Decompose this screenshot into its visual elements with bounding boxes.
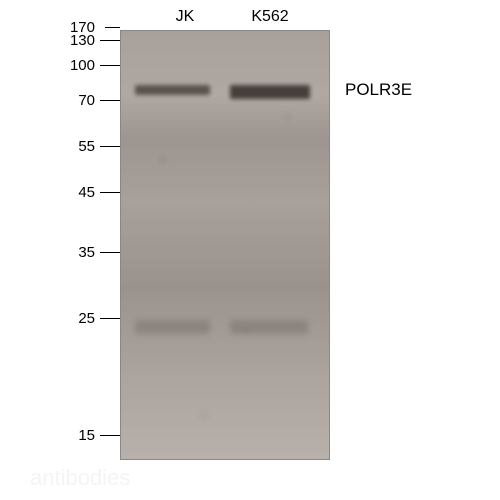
marker-label-55: 55 [50,138,95,155]
blot-figure: 170130100705545352515 JKK562 POLR3E anti… [0,0,500,500]
marker-label-45: 45 [50,184,95,201]
marker-tick-35 [100,252,120,253]
marker-tick-130 [100,40,120,41]
marker-tick-55 [100,146,120,147]
marker-tick-15 [100,435,120,436]
marker-tick-25 [100,318,120,319]
marker-tick-70 [100,100,120,101]
protein-label: POLR3E [345,80,412,100]
marker-tick-170 [105,27,120,28]
marker-label-130: 130 [50,32,95,49]
band-lane-0 [135,85,210,95]
marker-label-35: 35 [50,244,95,261]
faint-band-1 [230,320,308,334]
marker-label-70: 70 [50,92,95,109]
faint-band-0 [135,320,210,334]
lane-label-jk: JK [165,8,205,26]
marker-label-25: 25 [50,310,95,327]
marker-label-100: 100 [50,57,95,74]
marker-tick-100 [100,65,120,66]
watermark-0: antibodies [30,465,130,491]
marker-tick-45 [100,192,120,193]
marker-label-15: 15 [50,427,95,444]
lane-label-k562: K562 [245,8,295,26]
band-lane-1 [230,85,310,99]
